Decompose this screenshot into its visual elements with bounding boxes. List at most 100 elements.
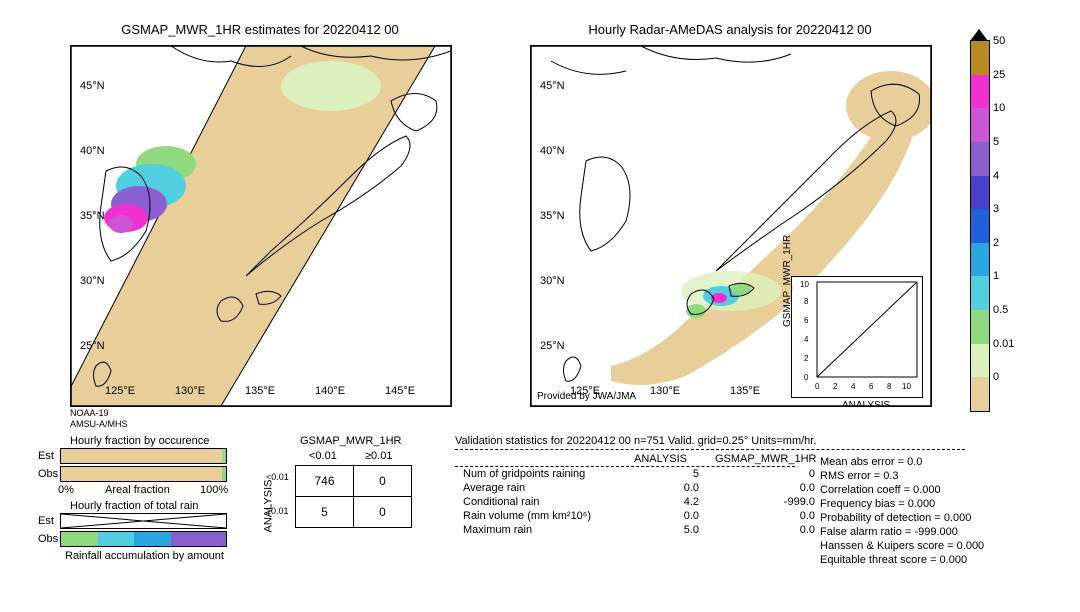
left-lon-tick-145: 145°E [385, 385, 415, 397]
svg-text:2: 2 [833, 382, 838, 391]
hourly-rain-est-bar [60, 513, 227, 529]
right-lat-tick-40: 40°N [540, 145, 565, 157]
validation-cell: 0.0 [707, 481, 823, 495]
right-lat-tick-25: 25°N [540, 340, 565, 352]
svg-text:8: 8 [887, 382, 892, 391]
validation-cell: Rain volume (mm km²10⁶) [455, 509, 626, 523]
colorbar-tick: 5 [993, 136, 999, 148]
colorbar-seg [971, 276, 989, 310]
colorbar-seg [971, 75, 989, 109]
hourly-rain-obs-bar [60, 531, 227, 547]
colorbar-tick: 25 [993, 69, 1005, 81]
svg-text:6: 6 [869, 382, 874, 391]
validation-cell: 0 [707, 467, 823, 481]
hourly-rain-obs-label: Obs [38, 533, 58, 545]
hourly-occ-obs-label: Obs [38, 468, 58, 480]
validation-cell: 0.0 [626, 481, 707, 495]
validation-cell: 0.0 [626, 509, 707, 523]
left-lat-tick-30: 30°N [80, 275, 105, 287]
right-lon-tick-135: 135°E [730, 385, 760, 397]
left-lon-tick-135: 135°E [245, 385, 275, 397]
validation-cell: Conditional rain [455, 495, 626, 509]
right-lat-tick-35: 35°N [540, 210, 565, 222]
colorbar-seg [971, 142, 989, 176]
cont-11: 0 [354, 497, 412, 528]
cont-10: 5 [296, 497, 354, 528]
colorbar-tick: 0.01 [993, 338, 1014, 350]
svg-text:0: 0 [815, 382, 820, 391]
val-col-gsmap: GSMAP_MWR_1HR [707, 452, 823, 466]
cont-col-r: ≥0.01 [365, 450, 392, 462]
svg-text:6: 6 [804, 316, 809, 325]
left-map-title: GSMAP_MWR_1HR estimates for 20220412 00 [70, 22, 450, 37]
validation-stat: Probability of detection = 0.000 [820, 511, 984, 525]
svg-text:2: 2 [804, 354, 809, 363]
validation-stat: False alarm ratio = -999.000 [820, 525, 984, 539]
colorbar-seg [971, 176, 989, 210]
left-map [70, 45, 452, 407]
svg-text:4: 4 [804, 335, 809, 344]
left-lat-tick-25: 25°N [80, 340, 105, 352]
colorbar-seg [971, 209, 989, 243]
cont-00: 746 [296, 466, 354, 497]
validation-cell: 5 [626, 467, 707, 481]
right-lon-tick-130: 130°E [650, 385, 680, 397]
contingency-table: 7460 50 [295, 465, 412, 528]
colorbar-seg [971, 377, 989, 411]
right-map: 024 6810 024 6810 ANALYSIS GSMAP_MWR_1HR… [530, 45, 932, 407]
validation-cell: 0.0 [707, 509, 823, 523]
colorbar-tick: 1 [993, 270, 999, 282]
colorbar-seg [971, 243, 989, 277]
left-lat-tick-35: 35°N [80, 210, 105, 222]
colorbar-seg [971, 344, 989, 378]
colorbar-seg [971, 41, 989, 75]
validation-stat: Correlation coeff = 0.000 [820, 483, 984, 497]
sat-label-2: AMSU-A/MHS [70, 419, 128, 429]
svg-text:10: 10 [902, 382, 911, 391]
right-lon-tick-125: 125°E [570, 385, 600, 397]
validation-stat: Hanssen & Kuipers score = 0.000 [820, 539, 984, 553]
left-lat-tick-45: 45°N [80, 80, 105, 92]
cont-title: GSMAP_MWR_1HR [300, 435, 401, 447]
validation-right: Mean abs error = 0.0RMS error = 0.3Corre… [820, 455, 984, 567]
colorbar-tick: 10 [993, 102, 1005, 114]
colorbar-tick: 4 [993, 170, 999, 182]
validation-cell: Num of gridpoints raining [455, 467, 626, 481]
validation-stat: Mean abs error = 0.0 [820, 455, 984, 469]
left-lon-tick-140: 140°E [315, 385, 345, 397]
colorbar: 502510543210.50.010 [970, 40, 990, 412]
colorbar-tick: 50 [993, 35, 1005, 47]
cont-row-l: <0.01 [266, 472, 289, 482]
svg-text:0: 0 [804, 373, 809, 382]
validation-stat: RMS error = 0.3 [820, 469, 984, 483]
left-map-svg [71, 46, 451, 406]
left-lon-tick-125: 125°E [105, 385, 135, 397]
colorbar-tick: 2 [993, 237, 999, 249]
right-lat-tick-30: 30°N [540, 275, 565, 287]
colorbar-tick: 3 [993, 203, 999, 215]
right-map-title: Hourly Radar-AMeDAS analysis for 2022041… [530, 22, 930, 37]
validation-cell: Average rain [455, 481, 626, 495]
colorbar-seg [971, 310, 989, 344]
cont-col-l: <0.01 [309, 450, 337, 462]
inset-xlabel: ANALYSIS [842, 400, 890, 407]
hourly-occ-est-label: Est [38, 450, 54, 462]
areal-mid: Areal fraction [105, 484, 170, 496]
validation-cell: 5.0 [626, 523, 707, 537]
scatter-inset: 024 6810 024 6810 ANALYSIS GSMAP_MWR_1HR [791, 276, 923, 398]
validation-cell: 0.0 [707, 523, 823, 537]
inset-ylabel: GSMAP_MWR_1HR [782, 227, 793, 327]
validation-cell: 4.2 [626, 495, 707, 509]
left-lat-tick-40: 40°N [80, 145, 105, 157]
figure-root: GSMAP_MWR_1HR estimates for 20220412 00 [10, 10, 1070, 602]
validation-header: Validation statistics for 20220412 00 n=… [455, 435, 965, 447]
hourly-occ-title: Hourly fraction by occurence [70, 435, 209, 447]
colorbar-tick: 0 [993, 371, 999, 383]
hourly-occ-est-bar [60, 448, 227, 464]
right-lat-tick-45: 45°N [540, 80, 565, 92]
cont-01: 0 [354, 466, 412, 497]
sat-label-1: NOAA-19 [70, 408, 109, 418]
left-lon-tick-130: 130°E [175, 385, 205, 397]
areal-100: 100% [200, 484, 228, 496]
svg-text:8: 8 [804, 297, 809, 306]
